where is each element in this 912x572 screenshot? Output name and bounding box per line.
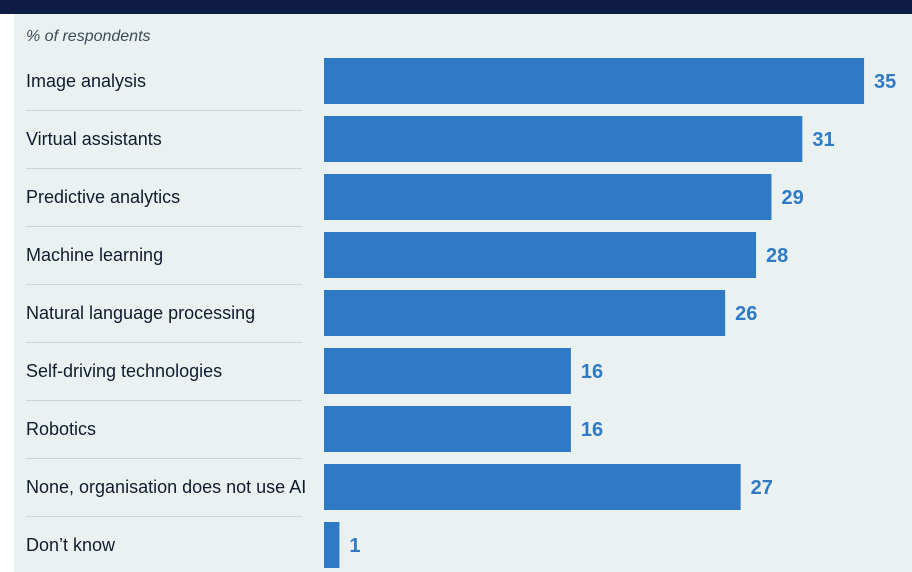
header-band xyxy=(0,0,912,14)
bar-predictive-analytics xyxy=(324,174,772,220)
category-label-image-analysis: Image analysis xyxy=(26,71,146,91)
bar-image-analysis xyxy=(324,58,865,104)
category-label-natural-language-processing: Natural language processing xyxy=(26,303,255,323)
value-label-none-organisation-does-not-use-ai: 27 xyxy=(751,477,773,499)
bar-natural-language-processing xyxy=(324,290,726,336)
bar-none-organisation-does-not-use-ai xyxy=(324,464,741,510)
category-label-don-t-know: Don’t know xyxy=(26,535,116,555)
category-label-self-driving-technologies: Self-driving technologies xyxy=(26,361,222,381)
category-label-none-organisation-does-not-use-ai: None, organisation does not use AI xyxy=(26,477,306,497)
bar-robotics xyxy=(324,406,571,452)
bar-don-t-know xyxy=(324,522,340,568)
value-label-self-driving-technologies: 16 xyxy=(581,361,603,383)
value-label-virtual-assistants: 31 xyxy=(812,129,834,151)
bar-machine-learning xyxy=(324,232,757,278)
value-label-robotics: 16 xyxy=(581,419,603,441)
value-label-natural-language-processing: 26 xyxy=(735,303,757,325)
chart-rows: Image analysis 35 Virtual assistants 31 Pred… xyxy=(26,58,896,568)
category-label-machine-learning: Machine learning xyxy=(26,245,163,265)
value-label-image-analysis: 35 xyxy=(874,71,896,93)
category-label-robotics: Robotics xyxy=(26,419,96,439)
value-label-predictive-analytics: 29 xyxy=(781,187,803,209)
bar-virtual-assistants xyxy=(324,116,803,162)
value-label-machine-learning: 28 xyxy=(766,245,788,267)
chart-subtitle: % of respondents xyxy=(26,28,151,45)
value-label-don-t-know: 1 xyxy=(349,535,360,557)
bar-self-driving-technologies xyxy=(324,348,571,394)
category-label-predictive-analytics: Predictive analytics xyxy=(26,187,180,207)
category-label-virtual-assistants: Virtual assistants xyxy=(26,129,162,149)
